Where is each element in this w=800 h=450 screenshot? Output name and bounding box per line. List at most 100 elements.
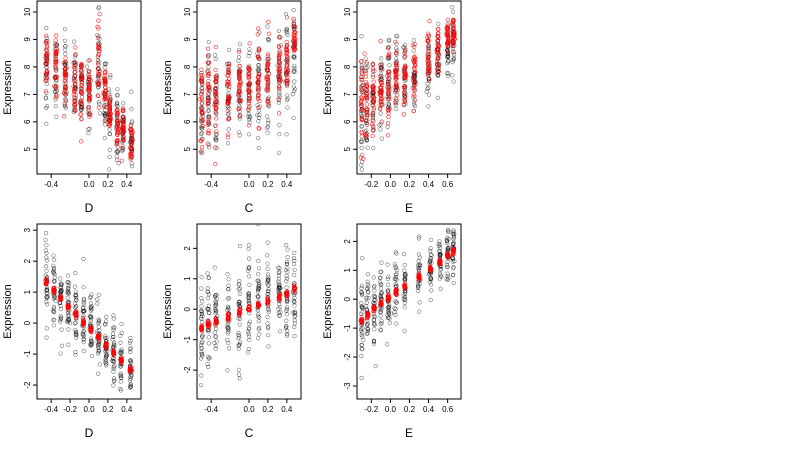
fitted-point	[285, 80, 290, 86]
fitted-point	[198, 139, 204, 144]
observed-point	[246, 291, 251, 296]
observed-point	[129, 107, 134, 112]
observed-point	[213, 334, 218, 339]
observed-point	[72, 305, 78, 310]
observed-point	[206, 64, 211, 70]
fitted-point	[402, 70, 407, 75]
observed-point	[364, 300, 369, 305]
observed-point	[110, 337, 115, 342]
observed-point	[89, 304, 94, 309]
observed-point	[111, 316, 116, 321]
fitted-point	[86, 104, 91, 110]
fitted-point	[96, 42, 101, 47]
fitted-point	[364, 106, 369, 111]
observed-point	[128, 358, 133, 363]
fitted-point	[425, 62, 431, 67]
observed-point	[205, 286, 210, 291]
observed-point	[285, 255, 290, 260]
fitted-point	[205, 318, 211, 323]
observed-point	[402, 328, 407, 333]
fitted-point	[394, 286, 399, 292]
observed-point	[51, 304, 57, 309]
fitted-point	[412, 81, 417, 86]
observed-point	[206, 329, 211, 334]
fitted-point	[96, 26, 101, 31]
fitted-point	[225, 79, 231, 84]
observed-point	[359, 301, 364, 306]
observed-point	[359, 283, 365, 288]
observed-point	[111, 313, 116, 318]
fitted-point	[129, 152, 134, 157]
x-tick-label: 0.4	[423, 405, 435, 414]
fitted-point	[290, 44, 296, 50]
observed-point	[394, 56, 399, 61]
fitted-point	[371, 107, 376, 112]
fitted-point	[237, 80, 242, 85]
fitted-point	[213, 67, 218, 72]
observed-point	[359, 286, 364, 291]
y-tick-label: 2	[23, 258, 32, 263]
fitted-point	[257, 98, 262, 104]
observed-point	[436, 21, 441, 26]
observed-point	[452, 258, 457, 264]
fitted-point	[436, 35, 441, 40]
observed-point	[51, 263, 56, 268]
observed-point	[285, 259, 290, 265]
observed-point	[277, 132, 282, 137]
fitted-point	[387, 94, 392, 99]
fitted-point	[256, 88, 261, 94]
observed-point	[359, 34, 364, 39]
observed-point	[81, 256, 86, 262]
observed-point	[200, 353, 205, 358]
fitted-point	[256, 78, 261, 83]
observed-point	[378, 286, 384, 291]
fitted-point	[377, 107, 383, 112]
observed-point	[213, 293, 218, 298]
fitted-point	[237, 86, 242, 92]
fitted-point	[119, 358, 124, 364]
fitted-point	[44, 52, 49, 57]
observed-point	[73, 270, 78, 276]
observed-point	[426, 78, 432, 84]
fitted-point	[247, 81, 253, 86]
fitted-point	[284, 43, 289, 48]
observed-point	[205, 271, 210, 276]
observed-point	[371, 293, 376, 299]
observed-point	[88, 304, 93, 310]
fitted-point	[412, 44, 417, 49]
fitted-point	[237, 310, 242, 316]
observed-point	[247, 51, 252, 56]
observed-point	[425, 86, 430, 91]
observed-point	[371, 128, 376, 133]
observed-point	[358, 59, 364, 64]
observed-point	[365, 145, 370, 150]
fitted-point	[199, 95, 204, 100]
fitted-point	[44, 70, 50, 75]
observed-point	[265, 124, 271, 129]
x-tick-label: 0.2	[404, 405, 416, 414]
observed-point	[110, 358, 116, 363]
observed-point	[445, 235, 450, 240]
fitted-point	[402, 90, 407, 95]
panel-4: -0.4 -0.2 0.0 0.2 0.4 -2 -1 0 1 2 3 D Expression	[2, 223, 142, 440]
observed-point	[44, 258, 50, 263]
fitted-point	[413, 82, 418, 87]
observed-point	[359, 123, 364, 128]
y-tick-label: 1	[183, 276, 192, 281]
fitted-point	[95, 35, 101, 40]
x-axis-label: C	[245, 426, 254, 440]
observed-point	[96, 318, 102, 323]
fitted-point	[276, 96, 281, 101]
observed-point	[58, 351, 63, 356]
observed-point	[207, 108, 212, 113]
fitted-point	[214, 116, 219, 121]
fitted-point	[107, 99, 112, 104]
fitted-point	[393, 80, 399, 86]
fitted-point	[205, 46, 211, 51]
observed-point	[214, 132, 219, 137]
fitted-point	[114, 118, 120, 123]
observed-point	[80, 332, 85, 337]
observed-point	[265, 130, 270, 135]
observed-point	[246, 346, 251, 352]
fitted-point	[359, 319, 364, 324]
